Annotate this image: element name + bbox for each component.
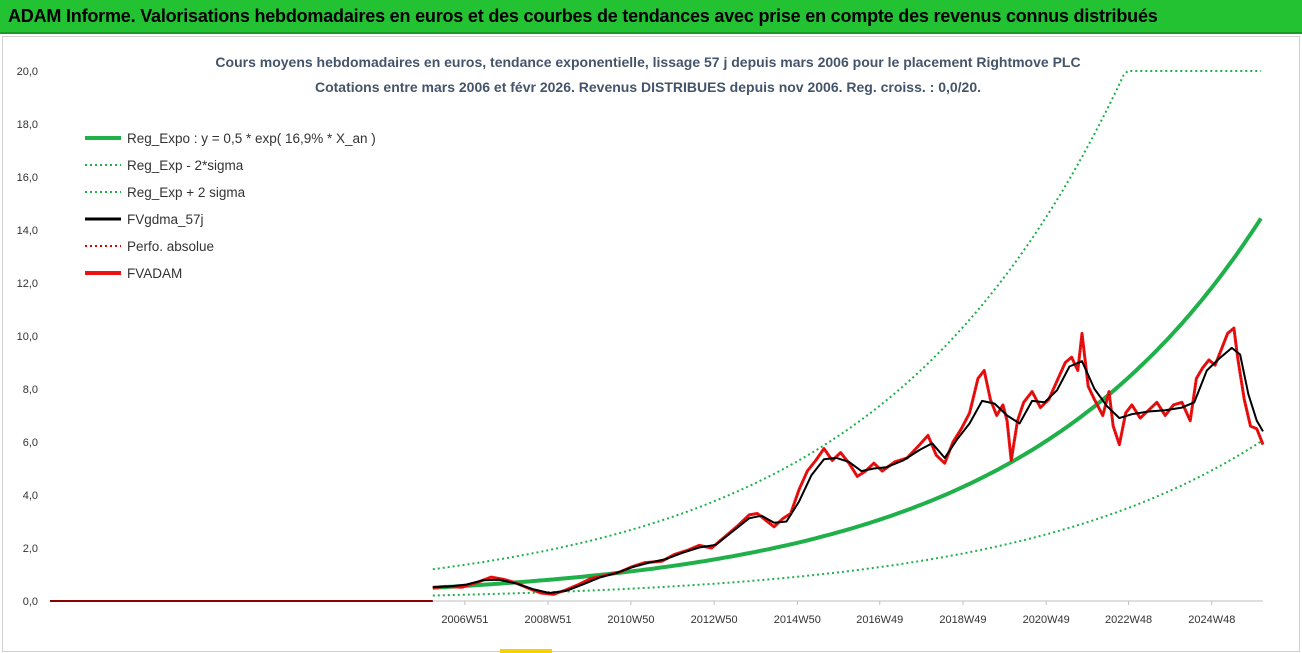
chart-subtitle: Cotations entre mars 2006 et févr 2026. … bbox=[315, 79, 981, 95]
y-tick-label: 12,0 bbox=[17, 278, 38, 290]
chart-legend: Reg_Expo : y = 0,5 * exp( 16,9% * X_an )… bbox=[85, 131, 376, 281]
x-tick-label: 2020W49 bbox=[1023, 614, 1070, 626]
x-tick-label: 2006W51 bbox=[441, 614, 488, 626]
y-tick-label: 8,0 bbox=[23, 384, 38, 396]
legend-label: Perfo. absolue bbox=[127, 239, 214, 254]
y-tick-label: 4,0 bbox=[23, 490, 38, 502]
x-tick-label: 2024W48 bbox=[1188, 614, 1235, 626]
x-tick-label: 2016W49 bbox=[856, 614, 903, 626]
chart-series bbox=[50, 70, 1265, 602]
chart-frame bbox=[2, 36, 1300, 652]
y-tick-label: 18,0 bbox=[17, 119, 38, 131]
chart-title: Cours moyens hebdomadaires en euros, ten… bbox=[215, 54, 1080, 70]
chart-axes: 0,0 2,0 4,0 6,0 8,0 10,0 12,0 14,0 16,0 18,0 20,0 2… bbox=[17, 66, 1263, 626]
legend-label: Reg_Expo : y = 0,5 * exp( 16,9% * X_an ) bbox=[127, 131, 376, 146]
x-tick-label: 2012W50 bbox=[691, 614, 738, 626]
x-tick-label: 2014W50 bbox=[774, 614, 821, 626]
y-tick-label: 2,0 bbox=[23, 543, 38, 555]
series-fvgdma-57j bbox=[432, 346, 1264, 594]
scroll-indicator bbox=[500, 649, 552, 653]
legend-label: FVADAM bbox=[127, 266, 182, 281]
y-tick-label: 16,0 bbox=[17, 172, 38, 184]
header-bar: ADAM Informe. Valorisations hebdomadaire… bbox=[0, 0, 1302, 34]
x-tick-label: 2008W51 bbox=[525, 614, 572, 626]
y-tick-label: 10,0 bbox=[17, 331, 38, 343]
x-tick-label: 2010W50 bbox=[607, 614, 654, 626]
series-reg-exp-plus-2-sigma bbox=[432, 70, 1261, 571]
legend-label: Reg_Exp - 2*sigma bbox=[127, 158, 244, 173]
y-tick-label: 6,0 bbox=[23, 437, 38, 449]
legend-label: Reg_Exp + 2 sigma bbox=[127, 185, 246, 200]
header-title: ADAM Informe. Valorisations hebdomadaire… bbox=[8, 6, 1158, 26]
y-tick-label: 20,0 bbox=[17, 66, 38, 78]
y-tick-label: 14,0 bbox=[17, 225, 38, 237]
legend-label: FVgdma_57j bbox=[127, 212, 204, 227]
y-tick-label: 0,0 bbox=[23, 596, 38, 608]
series-reg-exp-minus-2-sigma bbox=[432, 440, 1262, 597]
x-tick-label: 2022W48 bbox=[1105, 614, 1152, 626]
series-reg-expo bbox=[432, 217, 1263, 590]
x-tick-label: 2018W49 bbox=[939, 614, 986, 626]
